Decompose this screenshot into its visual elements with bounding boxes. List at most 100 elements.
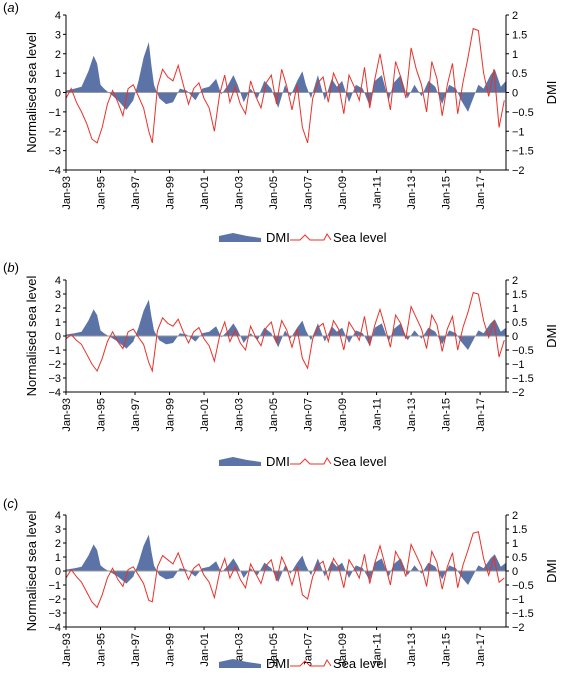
dmi-area: [66, 299, 506, 350]
legend-sea-level-swatch: [290, 233, 332, 241]
right-tick-label: −1: [512, 126, 525, 138]
left-tick-label: 4: [55, 510, 61, 522]
right-tick-label: −1: [512, 594, 525, 606]
right-tick-label: −2: [512, 387, 525, 399]
right-tick-label: 1.5: [512, 29, 527, 41]
x-tick-label: Jan-97: [130, 176, 142, 210]
x-tick-label: Jan-05: [268, 633, 280, 667]
left-axis-title: Normalised sea level: [24, 276, 39, 397]
right-tick-label: 1.5: [512, 524, 527, 536]
legend-sea-level-label: Sea level: [333, 656, 387, 671]
left-tick-label: −2: [48, 126, 61, 138]
legend-dmi-swatch: [219, 233, 261, 242]
left-tick-label: −1: [48, 107, 61, 119]
left-tick-label: 3: [55, 29, 61, 41]
left-tick-label: 1: [55, 317, 61, 329]
right-tick-label: −0.5: [512, 107, 534, 119]
right-tick-label: 1.5: [512, 289, 527, 301]
x-tick-label: Jan-13: [406, 176, 418, 210]
x-tick-label: Jan-01: [199, 633, 211, 667]
left-tick-label: −3: [48, 146, 61, 158]
panel-label-open: (: [3, 0, 8, 15]
left-tick-label: 0: [55, 331, 61, 343]
panel-label-close: ): [15, 0, 19, 15]
left-tick-label: −4: [48, 622, 61, 634]
left-tick-label: 1: [55, 68, 61, 80]
x-tick-label: Jan-05: [268, 398, 280, 432]
legend-dmi-swatch: [219, 659, 261, 668]
legend-sea-level-label: Sea level: [333, 230, 387, 245]
right-tick-label: −1.5: [512, 146, 534, 158]
x-tick-label: Jan-99: [165, 633, 177, 667]
right-axis-title: DMI: [544, 81, 559, 105]
left-tick-label: 2: [55, 49, 61, 61]
left-tick-label: 2: [55, 538, 61, 550]
panel-label-open: (: [3, 496, 8, 511]
x-tick-label: Jan-09: [337, 176, 349, 210]
right-tick-label: 2: [512, 275, 518, 287]
right-tick-label: −2: [512, 165, 525, 177]
right-tick-label: −0.5: [512, 345, 534, 357]
dmi-area: [66, 42, 506, 112]
left-tick-label: −2: [48, 359, 61, 371]
right-tick-label: −1: [512, 359, 525, 371]
left-tick-label: 3: [55, 524, 61, 536]
legend-dmi-label: DMI: [266, 454, 290, 469]
sea-level-line: [66, 531, 505, 609]
left-tick-label: −4: [48, 387, 61, 399]
x-tick-label: Jan-13: [406, 398, 418, 432]
left-tick-label: −2: [48, 594, 61, 606]
right-tick-label: 0: [512, 88, 518, 100]
panel-label-letter: a: [7, 0, 14, 15]
x-tick-label: Jan-97: [130, 398, 142, 432]
right-tick-label: −1.5: [512, 608, 534, 620]
x-tick-label: Jan-97: [130, 633, 142, 667]
right-tick-label: 0: [512, 566, 518, 578]
left-tick-label: 4: [55, 10, 61, 22]
right-axis-title: DMI: [544, 559, 559, 583]
x-tick-label: Jan-17: [475, 398, 487, 432]
dmi-area: [66, 534, 506, 585]
panel-label: (c): [3, 496, 18, 511]
x-tick-label: Jan-03: [234, 633, 246, 667]
right-axis-title: DMI: [544, 324, 559, 348]
panel-label-letter: c: [7, 496, 14, 511]
right-tick-label: 1: [512, 49, 518, 61]
x-tick-label: Jan-07: [303, 398, 315, 432]
left-tick-label: 3: [55, 289, 61, 301]
x-tick-label: Jan-17: [475, 633, 487, 667]
right-tick-label: 0.5: [512, 552, 527, 564]
left-tick-label: 2: [55, 303, 61, 315]
x-tick-label: Jan-01: [199, 398, 211, 432]
right-tick-label: 2: [512, 510, 518, 522]
x-tick-label: Jan-99: [165, 398, 177, 432]
x-tick-label: Jan-11: [372, 633, 384, 666]
x-tick-label: Jan-13: [406, 633, 418, 667]
x-tick-label: Jan-93: [61, 176, 73, 210]
panel-label-close: ): [15, 260, 19, 275]
panel-label: (b): [3, 260, 19, 275]
panel-label-close: ): [14, 496, 18, 511]
x-tick-label: Jan-09: [337, 633, 349, 667]
panel-label-letter: b: [7, 260, 14, 275]
x-tick-label: Jan-11: [372, 398, 384, 431]
legend-sea-level-swatch: [290, 457, 332, 465]
x-tick-label: Jan-93: [61, 633, 73, 667]
x-tick-label: Jan-01: [199, 176, 211, 210]
left-tick-label: −1: [48, 580, 61, 592]
x-tick-label: Jan-15: [441, 633, 453, 667]
sea-level-line: [66, 27, 505, 144]
left-tick-label: −3: [48, 608, 61, 620]
right-tick-label: 0.5: [512, 68, 527, 80]
x-tick-label: Jan-07: [303, 176, 315, 210]
x-tick-label: Jan-03: [234, 176, 246, 210]
right-tick-label: −1.5: [512, 373, 534, 385]
right-tick-label: 0.5: [512, 317, 527, 329]
left-tick-label: 1: [55, 552, 61, 564]
x-tick-label: Jan-95: [96, 633, 108, 667]
right-tick-label: 0: [512, 331, 518, 343]
right-tick-label: 1: [512, 303, 518, 315]
left-axis-title: Normalised sea level: [24, 32, 39, 153]
